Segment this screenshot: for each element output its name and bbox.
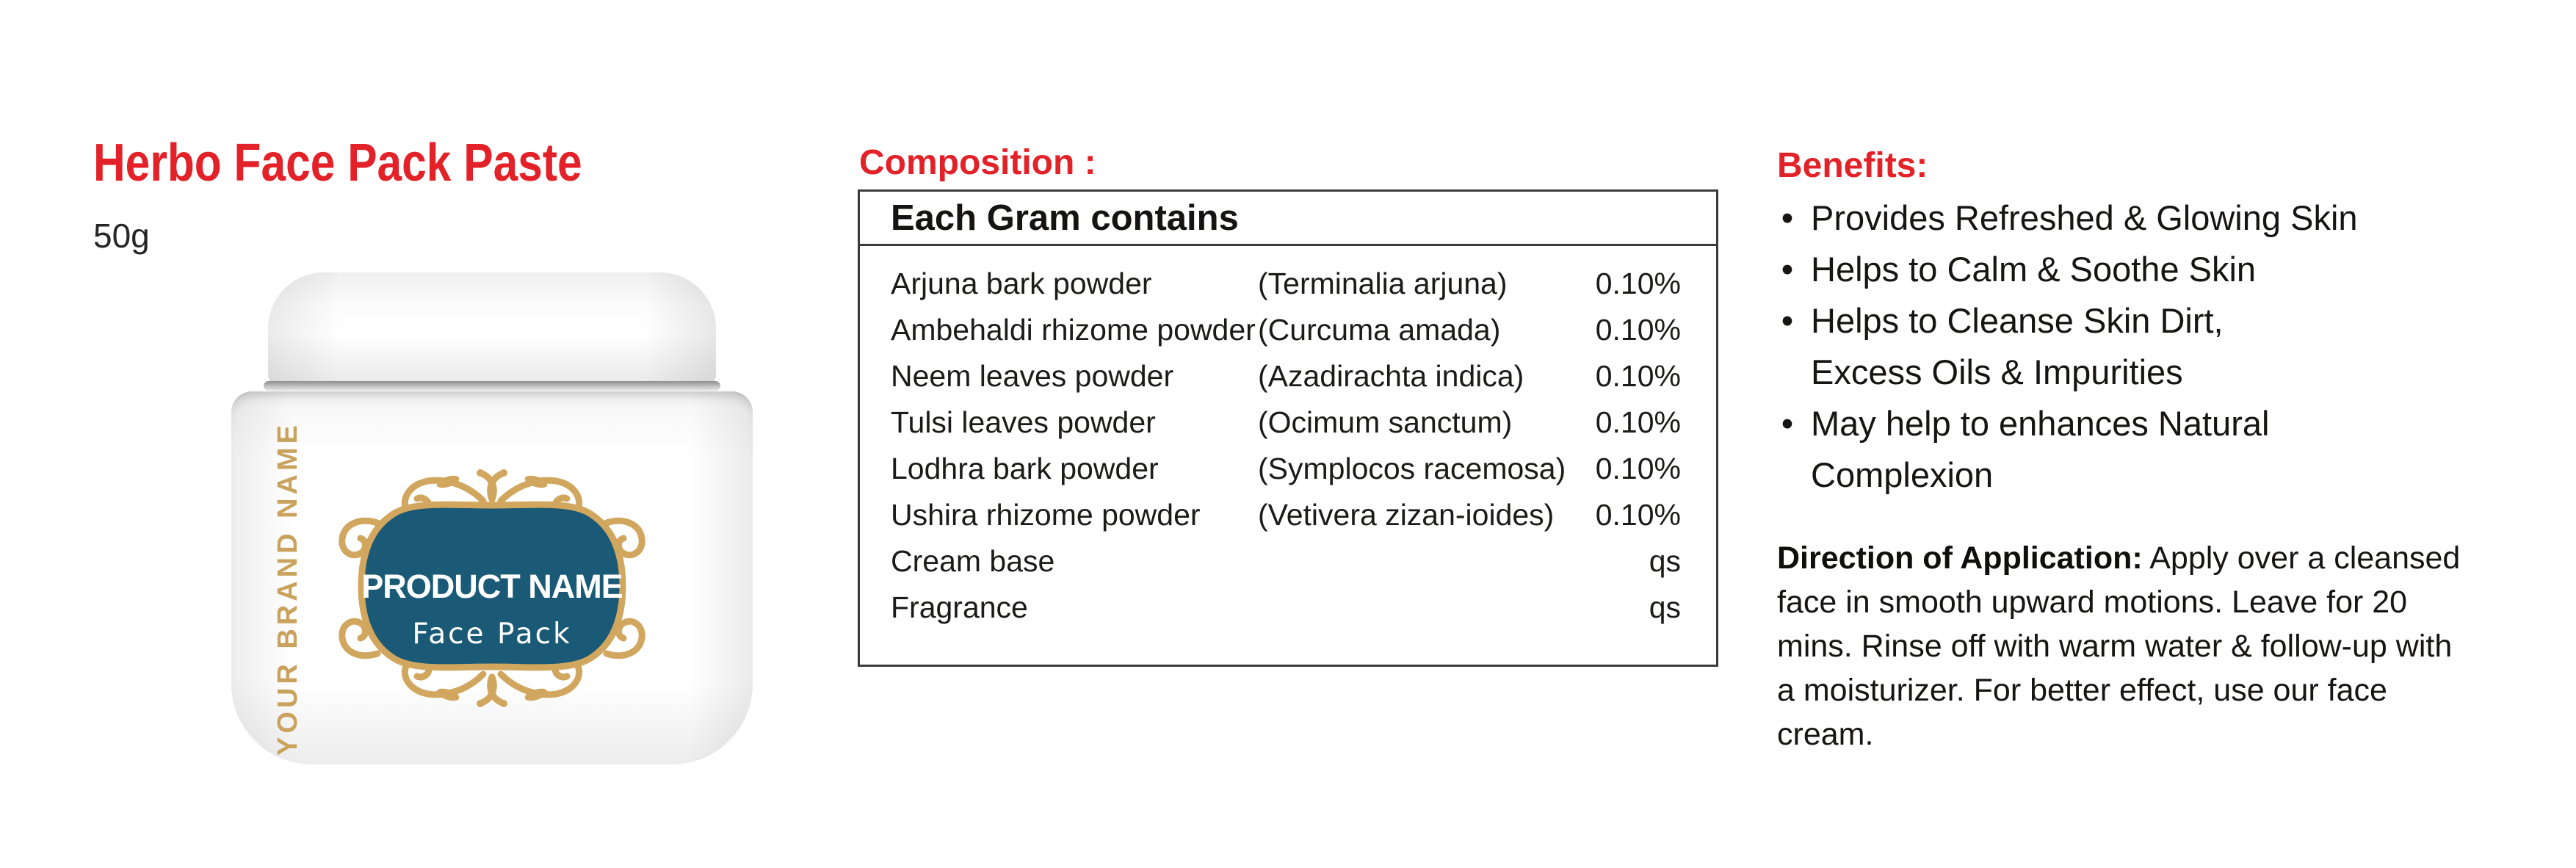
- jar-body: YOUR BRAND NAME: [231, 391, 753, 764]
- ingredient-name: Ushira rhizome powder: [891, 498, 1201, 532]
- label-face-pack: Face Pack: [412, 618, 571, 651]
- benefits-heading: Benefits:: [1777, 146, 1928, 185]
- table-row: Cream base qs: [891, 538, 1681, 585]
- ingredient-name: Fragrance: [891, 590, 1028, 624]
- ingredient-latin: (Vetivera zizan-ioides): [1258, 498, 1555, 532]
- ingredient-value: 0.10%: [1595, 405, 1681, 439]
- label-product-name: PRODUCT NAME: [361, 568, 623, 605]
- ingredient-value: 0.10%: [1595, 267, 1681, 300]
- jar-lid: [268, 272, 716, 384]
- ingredient-latin: (Terminalia arjuna): [1258, 267, 1508, 300]
- list-item: • Helps to Cleanse Skin Dirt, Excess Oil…: [1777, 295, 2497, 398]
- benefit-text: Helps to Calm & Soothe Skin: [1811, 250, 2257, 289]
- ingredient-name: Neem leaves powder: [891, 359, 1174, 393]
- ingredient-latin: (Curcuma amada): [1258, 313, 1501, 347]
- composition-heading: Composition :: [859, 143, 1096, 182]
- benefits-list: • Provides Refreshed & Glowing Skin • He…: [1777, 192, 2497, 501]
- directions-paragraph: Direction of Application: Apply over a c…: [1777, 536, 2471, 756]
- product-jar-image: YOUR BRAND NAME: [231, 272, 753, 766]
- ingredient-name: Ambehaldi rhizome powder: [891, 313, 1256, 347]
- composition-table-body: Arjuna bark powder (Terminalia arjuna) 0…: [860, 246, 1716, 631]
- bullet-icon: •: [1781, 198, 1794, 237]
- composition-table: Each Gram contains Arjuna bark powder (T…: [858, 189, 1718, 667]
- ingredient-value: qs: [1649, 590, 1681, 624]
- benefit-text: May help to enhances Natural Complexion: [1811, 404, 2270, 494]
- directions-text: Apply over a cleansed face in smooth upw…: [1777, 540, 2461, 752]
- list-item: • Provides Refreshed & Glowing Skin: [1777, 192, 2497, 244]
- table-row: Neem leaves powder (Azadirachta indica) …: [891, 353, 1681, 399]
- table-row: Lodhra bark powder (Symplocos racemosa) …: [891, 446, 1681, 492]
- page-title: Herbo Face Pack Paste: [93, 134, 582, 192]
- ingredient-name: Arjuna bark powder: [891, 267, 1152, 300]
- ingredient-value: 0.10%: [1595, 313, 1681, 347]
- ingredient-name: Cream base: [891, 544, 1055, 578]
- product-weight: 50g: [93, 217, 150, 255]
- table-row: Ushira rhizome powder (Vetivera zizan-io…: [891, 492, 1681, 538]
- ingredient-latin: (Azadirachta indica): [1258, 359, 1524, 393]
- ingredient-latin: (Ocimum sanctum): [1258, 405, 1513, 439]
- list-item: • May help to enhances Natural Complexio…: [1777, 398, 2497, 501]
- table-row: Ambehaldi rhizome powder (Curcuma amada)…: [891, 307, 1681, 353]
- ingredient-name: Lodhra bark powder: [891, 452, 1159, 485]
- ingredient-value: 0.10%: [1595, 359, 1681, 393]
- ingredient-value: 0.10%: [1595, 452, 1681, 485]
- gold-leaf-accents-icon: [436, 469, 548, 707]
- bullet-icon: •: [1781, 404, 1794, 443]
- ingredient-value: qs: [1649, 544, 1681, 578]
- table-row: Arjuna bark powder (Terminalia arjuna) 0…: [891, 261, 1681, 307]
- ingredient-latin: (Symplocos racemosa): [1258, 452, 1566, 485]
- directions-label: Direction of Application:: [1777, 540, 2143, 576]
- table-row: Fragrance qs: [891, 585, 1681, 631]
- jar-lid-seam: [264, 381, 720, 391]
- ingredient-name: Tulsi leaves powder: [891, 405, 1156, 439]
- table-row: Tulsi leaves powder (Ocimum sanctum) 0.1…: [891, 399, 1681, 446]
- brand-name-vertical-text: YOUR BRAND NAME: [272, 422, 303, 756]
- bullet-icon: •: [1781, 250, 1794, 289]
- jar-label-ornament: PRODUCT NAME Face Pack: [339, 469, 645, 707]
- benefit-text: Provides Refreshed & Glowing Skin: [1811, 198, 2358, 237]
- ingredient-value: 0.10%: [1595, 498, 1681, 532]
- composition-table-header: Each Gram contains: [860, 192, 1716, 246]
- label-badge: [358, 501, 626, 671]
- bullet-icon: •: [1781, 301, 1794, 340]
- list-item: • Helps to Calm & Soothe Skin: [1777, 244, 2497, 295]
- benefit-text: Helps to Cleanse Skin Dirt, Excess Oils …: [1811, 301, 2224, 391]
